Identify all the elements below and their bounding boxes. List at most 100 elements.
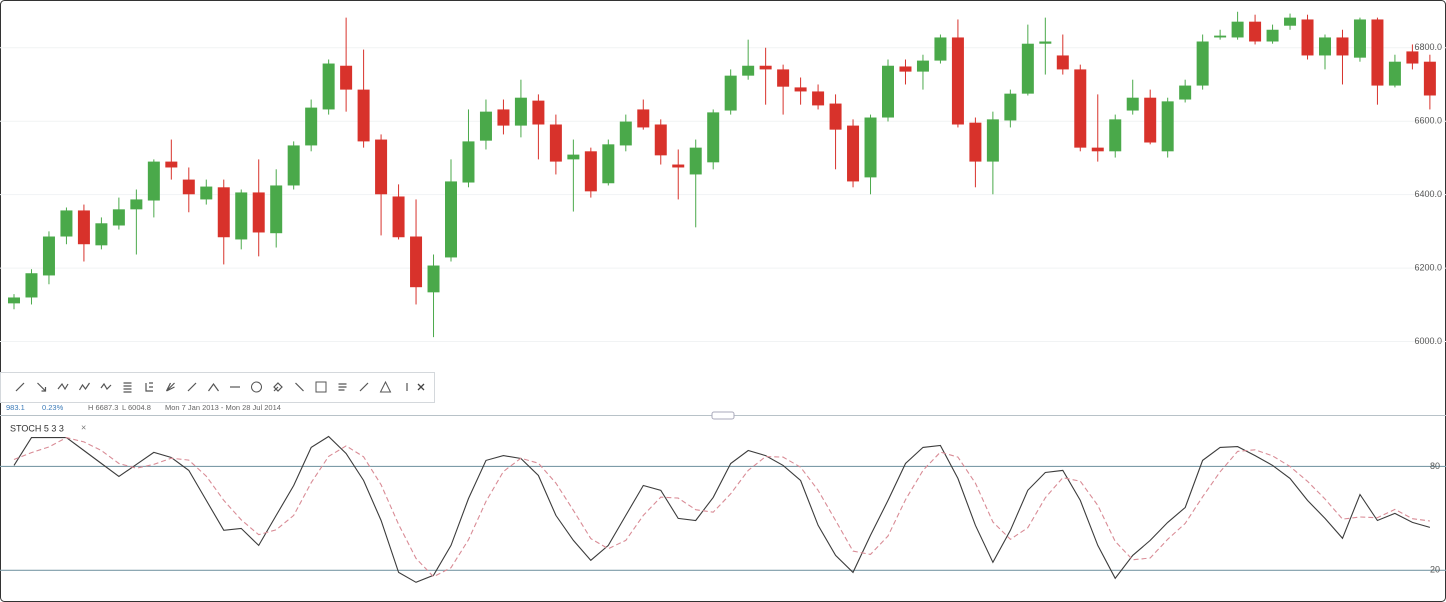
candle-body — [1004, 93, 1017, 121]
tool-icon[interactable] — [187, 382, 197, 392]
toolbar-box — [0, 372, 435, 403]
candle-body — [549, 124, 562, 162]
candle-body — [654, 124, 667, 156]
tool-icon[interactable] — [251, 381, 262, 393]
candle-body — [777, 69, 790, 87]
candle-body — [829, 103, 842, 130]
candle-body — [514, 97, 527, 126]
candle-body — [1109, 119, 1122, 152]
candle-body — [1388, 61, 1401, 86]
stoch-line — [13, 437, 1430, 578]
candle-body — [1406, 51, 1419, 64]
candle-body — [1266, 29, 1279, 42]
tool-icon[interactable] — [338, 383, 347, 391]
candle-body — [707, 112, 720, 163]
tool-icon[interactable] — [37, 382, 47, 392]
drawing-toolbar — [0, 372, 435, 403]
tool-icon[interactable] — [295, 382, 304, 392]
candle-body — [1196, 41, 1209, 86]
stoch-line — [13, 435, 1431, 583]
tool-icon[interactable] — [208, 382, 219, 392]
candle-body — [1319, 37, 1331, 56]
tool-icon[interactable] — [315, 381, 327, 393]
candle-body — [357, 89, 370, 142]
candle-body — [899, 66, 912, 72]
tool-icon[interactable] — [15, 382, 25, 392]
tool-icon[interactable] — [57, 382, 69, 391]
candle-body — [567, 154, 580, 160]
candle-body — [689, 147, 702, 175]
candle-body — [1144, 97, 1157, 143]
y-tick-label: 6400.0 — [1414, 189, 1442, 199]
candle-body — [882, 65, 894, 118]
candle-body — [812, 91, 825, 106]
resize-handle[interactable] — [711, 411, 735, 420]
candle-body — [235, 192, 248, 240]
candle-body — [445, 181, 457, 258]
candle-body — [217, 187, 230, 238]
candle-body — [462, 141, 475, 183]
candle-body — [410, 236, 423, 288]
tool-icon[interactable] — [273, 382, 283, 392]
candle-body — [322, 63, 335, 110]
y-tick-label: 20 — [1430, 565, 1440, 575]
indicator-close[interactable]: × — [81, 422, 86, 432]
candle-body — [986, 119, 999, 162]
candle-body — [934, 37, 947, 61]
candle-body — [95, 223, 108, 246]
candle-body — [532, 100, 545, 125]
candle-body — [1231, 21, 1244, 38]
candle-body — [1371, 19, 1384, 86]
tool-icon[interactable] — [145, 382, 153, 392]
candle-body — [130, 199, 143, 210]
candle-body — [1284, 17, 1297, 26]
candle-body — [584, 151, 597, 192]
candle-body — [42, 236, 55, 276]
candle-body — [375, 139, 388, 195]
tool-icon[interactable] — [78, 382, 90, 391]
toolbar-close[interactable] — [417, 383, 425, 391]
candle-body — [287, 145, 300, 186]
candle-body — [25, 273, 38, 298]
candle-body — [637, 109, 650, 128]
tool-icon[interactable] — [100, 382, 112, 390]
candle-body — [182, 179, 195, 195]
candle-body — [759, 65, 772, 70]
candle-body — [1039, 41, 1052, 44]
candle-body — [847, 125, 860, 182]
y-tick-label: 6800.0 — [1414, 42, 1442, 52]
candle-body — [1301, 19, 1314, 56]
tool-icon[interactable] — [379, 380, 392, 393]
candle-body — [724, 75, 737, 111]
candle-body — [252, 192, 265, 233]
price-panel: 6000.0 6200.0 6400.0 6600.0 6800.0 — [0, 11, 1446, 346]
candle-body — [392, 196, 405, 238]
candle-body — [112, 209, 125, 226]
info-item: L 6004.8 — [122, 403, 151, 412]
candle-body — [270, 185, 283, 234]
candle-body — [427, 265, 440, 293]
candle-body — [77, 210, 90, 245]
info-item: 983.1 — [6, 403, 25, 412]
candle-body — [1021, 43, 1034, 94]
candle-body — [794, 87, 807, 92]
candle-body — [672, 164, 685, 168]
candle-body — [951, 37, 964, 125]
candle-body — [340, 65, 353, 90]
candle-body — [1336, 37, 1349, 56]
candle-body — [1091, 147, 1104, 152]
candle-body — [1423, 61, 1436, 96]
tool-icon[interactable] — [123, 382, 132, 393]
candle-body — [1179, 85, 1192, 100]
candle-body — [305, 107, 318, 146]
candle-body — [60, 210, 73, 237]
y-tick-label: 6600.0 — [1414, 116, 1442, 126]
candle-body — [200, 186, 213, 200]
candle-body — [1126, 97, 1139, 111]
tool-icon[interactable] — [165, 382, 175, 392]
tool-icon[interactable] — [359, 382, 369, 392]
candle-body — [497, 109, 510, 126]
